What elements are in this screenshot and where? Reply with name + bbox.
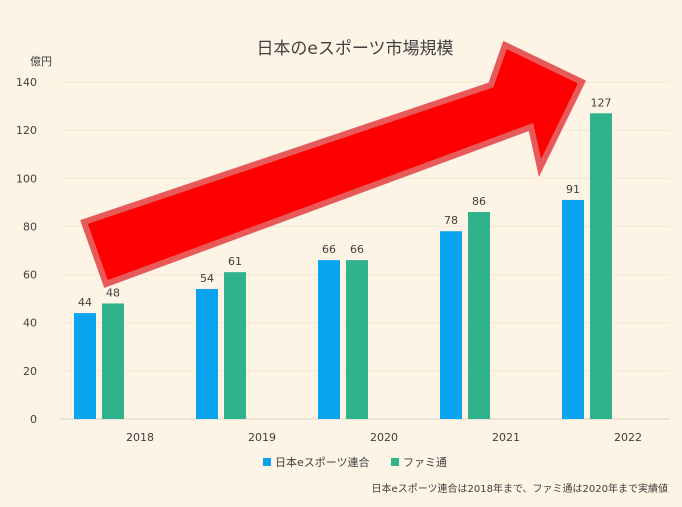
chart-title: 日本のeスポーツ市場規模 — [256, 39, 453, 59]
data-label: 78 — [444, 214, 458, 227]
x-tick-label: 2020 — [370, 431, 398, 444]
y-axis: 0 20 40 60 80 100 120 140 — [16, 76, 37, 426]
x-axis: 2018 2019 2020 2021 2022 — [126, 431, 642, 444]
legend-label: 日本eスポーツ連合 — [275, 455, 370, 469]
bar — [468, 212, 490, 419]
y-tick-label: 80 — [23, 220, 37, 233]
bar — [318, 260, 340, 419]
y-tick-label: 60 — [23, 269, 37, 282]
data-label: 66 — [350, 243, 364, 256]
bar — [562, 200, 584, 419]
bar — [102, 303, 124, 419]
data-label: 44 — [78, 296, 92, 309]
data-label: 54 — [200, 272, 214, 285]
y-tick-label: 100 — [16, 172, 37, 185]
x-tick-label: 2022 — [614, 431, 642, 444]
legend-swatch — [391, 458, 399, 466]
y-tick-label: 140 — [16, 76, 37, 89]
data-label: 127 — [591, 96, 612, 109]
legend-label: ファミ通 — [403, 456, 447, 469]
x-tick-label: 2018 — [126, 431, 154, 444]
y-tick-label: 40 — [23, 317, 37, 330]
y-tick-label: 120 — [16, 124, 37, 137]
x-tick-label: 2021 — [492, 431, 520, 444]
bar — [590, 113, 612, 419]
bar — [74, 313, 96, 419]
y-tick-label: 0 — [30, 413, 37, 426]
data-label: 86 — [472, 195, 486, 208]
data-label: 91 — [566, 183, 580, 196]
legend-swatch — [263, 458, 271, 466]
data-label: 48 — [106, 286, 120, 299]
y-tick-label: 20 — [23, 365, 37, 378]
bar — [224, 272, 246, 419]
bar — [346, 260, 368, 419]
legend: 日本eスポーツ連合 ファミ通 — [263, 455, 447, 469]
bar — [440, 231, 462, 419]
bar — [196, 289, 218, 419]
y-axis-unit-label: 億円 — [30, 55, 52, 68]
footnote: 日本eスポーツ連合は2018年まで、ファミ通は2020年まで実績値 — [372, 482, 668, 495]
data-label: 61 — [228, 255, 242, 268]
data-label: 66 — [322, 243, 336, 256]
x-tick-label: 2019 — [248, 431, 276, 444]
